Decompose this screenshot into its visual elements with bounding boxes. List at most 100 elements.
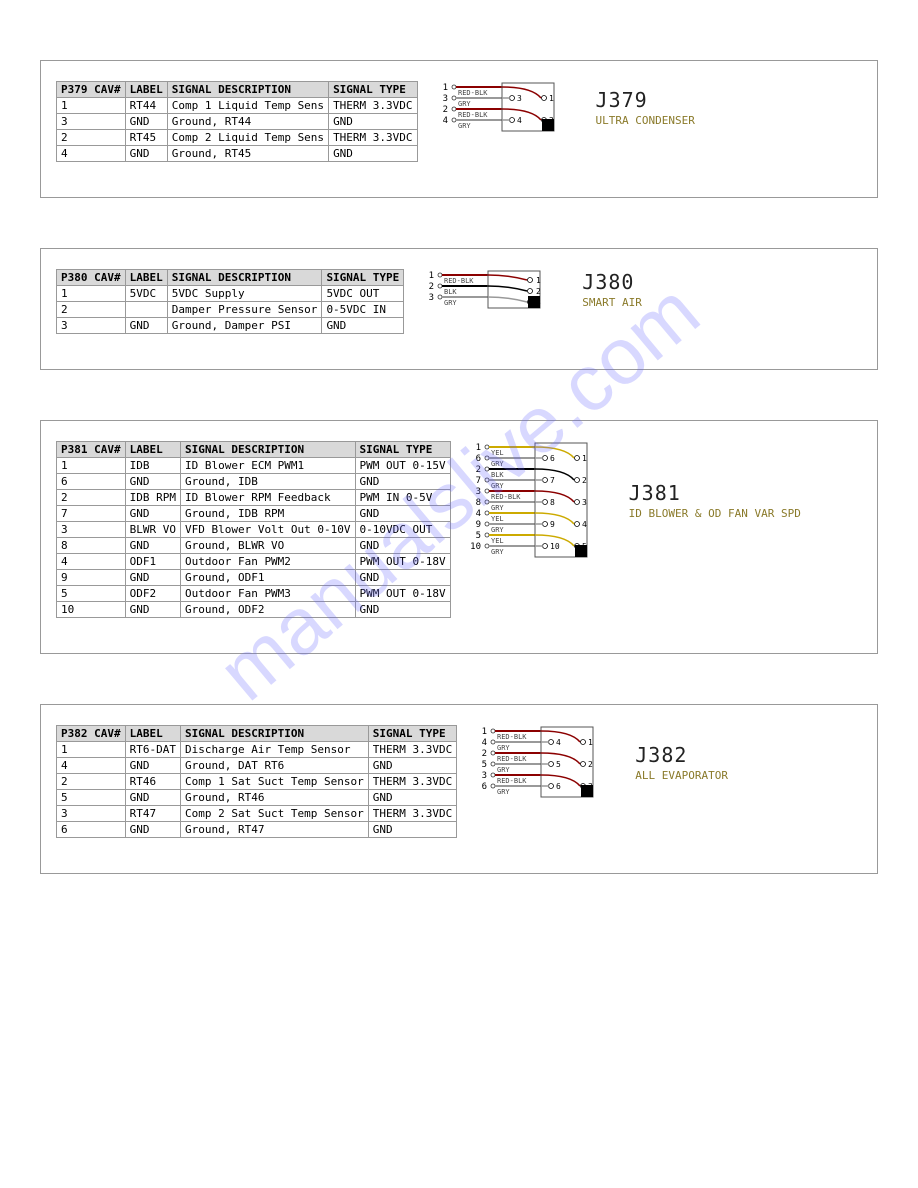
cell-type: GND — [368, 758, 456, 774]
col-cav: P379 CAV# — [57, 82, 126, 98]
svg-text:9: 9 — [475, 520, 480, 530]
connector-area: 1YEL6GRY2BLK7GRY3RED-BLK8GRY4YEL9GRY5YEL… — [467, 441, 801, 559]
svg-text:YEL: YEL — [491, 515, 504, 523]
cell-cav: 5 — [57, 790, 126, 806]
svg-text:2: 2 — [588, 760, 593, 769]
col-header: SIGNAL DESCRIPTION — [167, 82, 328, 98]
cell-cav: 2 — [57, 490, 126, 506]
table-row: 9 GND Ground, ODF1 GND — [57, 570, 451, 586]
svg-text:2: 2 — [482, 749, 487, 759]
col-header: LABEL — [125, 726, 180, 742]
connector-diagram: 1RED-BLK4GRY2RED-BLK5GRY3RED-BLK6GRY4152… — [473, 725, 613, 799]
cell-label: ODF2 — [125, 586, 180, 602]
cell-type: THERM 3.3VDC — [329, 130, 417, 146]
col-header: SIGNAL DESCRIPTION — [180, 442, 355, 458]
connector-diagram: 1RED-BLK3GRY2RED-BLK4GRY3142 — [434, 81, 574, 133]
connector-panel: P379 CAV#LABELSIGNAL DESCRIPTIONSIGNAL T… — [40, 60, 878, 198]
svg-text:YEL: YEL — [491, 537, 504, 545]
cell-type: GND — [355, 602, 450, 618]
table-row: 2 RT45 Comp 2 Liquid Temp Sens THERM 3.3… — [57, 130, 418, 146]
col-header: SIGNAL TYPE — [355, 442, 450, 458]
cell-desc: Damper Pressure Sensor — [167, 302, 322, 318]
col-cav: P382 CAV# — [57, 726, 126, 742]
svg-text:1: 1 — [582, 454, 587, 463]
svg-text:BLK: BLK — [491, 471, 504, 479]
connector-label: J381 ID BLOWER & OD FAN VAR SPD — [629, 481, 801, 520]
svg-text:2: 2 — [429, 282, 434, 292]
svg-text:3: 3 — [582, 498, 587, 507]
svg-text:GRY: GRY — [491, 482, 504, 490]
cell-type: GND — [368, 790, 456, 806]
cell-label: RT44 — [125, 98, 167, 114]
cell-label: GND — [125, 822, 180, 838]
connector-desc: ID BLOWER & OD FAN VAR SPD — [629, 507, 801, 520]
cell-desc: Ground, Damper PSI — [167, 318, 322, 334]
svg-text:6: 6 — [556, 782, 561, 791]
svg-text:3: 3 — [429, 293, 434, 303]
svg-text:3: 3 — [475, 487, 480, 497]
cell-label — [125, 302, 167, 318]
svg-text:RED-BLK: RED-BLK — [444, 277, 474, 285]
cell-desc: Discharge Air Temp Sensor — [180, 742, 368, 758]
cell-desc: Ground, IDB — [180, 474, 355, 490]
table-row: 3 GND Ground, RT44 GND — [57, 114, 418, 130]
cell-type: 0-5VDC IN — [322, 302, 404, 318]
svg-text:RED-BLK: RED-BLK — [458, 89, 488, 97]
cell-label: IDB RPM — [125, 490, 180, 506]
table-row: 3 GND Ground, Damper PSI GND — [57, 318, 404, 334]
connector-panel: P380 CAV#LABELSIGNAL DESCRIPTIONSIGNAL T… — [40, 248, 878, 370]
connector-id: J382 — [635, 743, 728, 767]
connector-diagram: 1YEL6GRY2BLK7GRY3RED-BLK8GRY4YEL9GRY5YEL… — [467, 441, 607, 559]
cell-type: THERM 3.3VDC — [329, 98, 417, 114]
connector-id: J381 — [629, 481, 801, 505]
table-row: 1 IDB ID Blower ECM PWM1 PWM OUT 0-15V — [57, 458, 451, 474]
cell-type: 5VDC OUT — [322, 286, 404, 302]
svg-text:6: 6 — [475, 454, 480, 464]
svg-text:5: 5 — [482, 760, 487, 770]
table-row: 8 GND Ground, BLWR VO GND — [57, 538, 451, 554]
svg-text:5: 5 — [475, 531, 480, 541]
svg-text:7: 7 — [550, 476, 555, 485]
cell-cav: 1 — [57, 98, 126, 114]
cell-cav: 10 — [57, 602, 126, 618]
cell-cav: 3 — [57, 318, 126, 334]
connector-diagram: 1RED-BLK2BLK3GRY123 — [420, 269, 560, 310]
cell-desc: Ground, RT47 — [180, 822, 368, 838]
cell-type: GND — [355, 506, 450, 522]
connector-panel: P382 CAV#LABELSIGNAL DESCRIPTIONSIGNAL T… — [40, 704, 878, 874]
connector-desc: SMART AIR — [582, 296, 642, 309]
cell-type: 0-10VDC OUT — [355, 522, 450, 538]
cell-desc: Comp 1 Liquid Temp Sens — [167, 98, 328, 114]
connector-panel: P381 CAV#LABELSIGNAL DESCRIPTIONSIGNAL T… — [40, 420, 878, 654]
svg-text:8: 8 — [550, 498, 555, 507]
svg-text:8: 8 — [475, 498, 480, 508]
svg-text:6: 6 — [482, 782, 487, 792]
connector-id: J379 — [596, 88, 695, 112]
cell-label: GND — [125, 538, 180, 554]
table-row: 6 GND Ground, RT47 GND — [57, 822, 457, 838]
cell-label: ODF1 — [125, 554, 180, 570]
table-row: 1 RT44 Comp 1 Liquid Temp Sens THERM 3.3… — [57, 98, 418, 114]
cell-desc: VFD Blower Volt Out 0-10V — [180, 522, 355, 538]
svg-text:GRY: GRY — [497, 766, 510, 774]
cell-type: GND — [368, 822, 456, 838]
svg-text:3: 3 — [442, 94, 447, 104]
col-header: SIGNAL TYPE — [322, 270, 404, 286]
cell-desc: Ground, IDB RPM — [180, 506, 355, 522]
table-row: 5 GND Ground, RT46 GND — [57, 790, 457, 806]
svg-text:3: 3 — [517, 94, 522, 103]
cell-label: RT46 — [125, 774, 180, 790]
pin-table: P379 CAV#LABELSIGNAL DESCRIPTIONSIGNAL T… — [56, 81, 418, 162]
svg-text:4: 4 — [582, 520, 587, 529]
svg-text:GRY: GRY — [491, 460, 504, 468]
cell-cav: 5 — [57, 586, 126, 602]
svg-text:10: 10 — [550, 542, 560, 551]
col-header: SIGNAL TYPE — [368, 726, 456, 742]
table-row: 10 GND Ground, ODF2 GND — [57, 602, 451, 618]
cell-label: RT47 — [125, 806, 180, 822]
svg-text:1: 1 — [549, 94, 554, 103]
svg-text:RED-BLK: RED-BLK — [491, 493, 521, 501]
table-row: 2 RT46 Comp 1 Sat Suct Temp Sensor THERM… — [57, 774, 457, 790]
table-row: 5 ODF2 Outdoor Fan PWM3 PWM OUT 0-18V — [57, 586, 451, 602]
svg-text:6: 6 — [550, 454, 555, 463]
